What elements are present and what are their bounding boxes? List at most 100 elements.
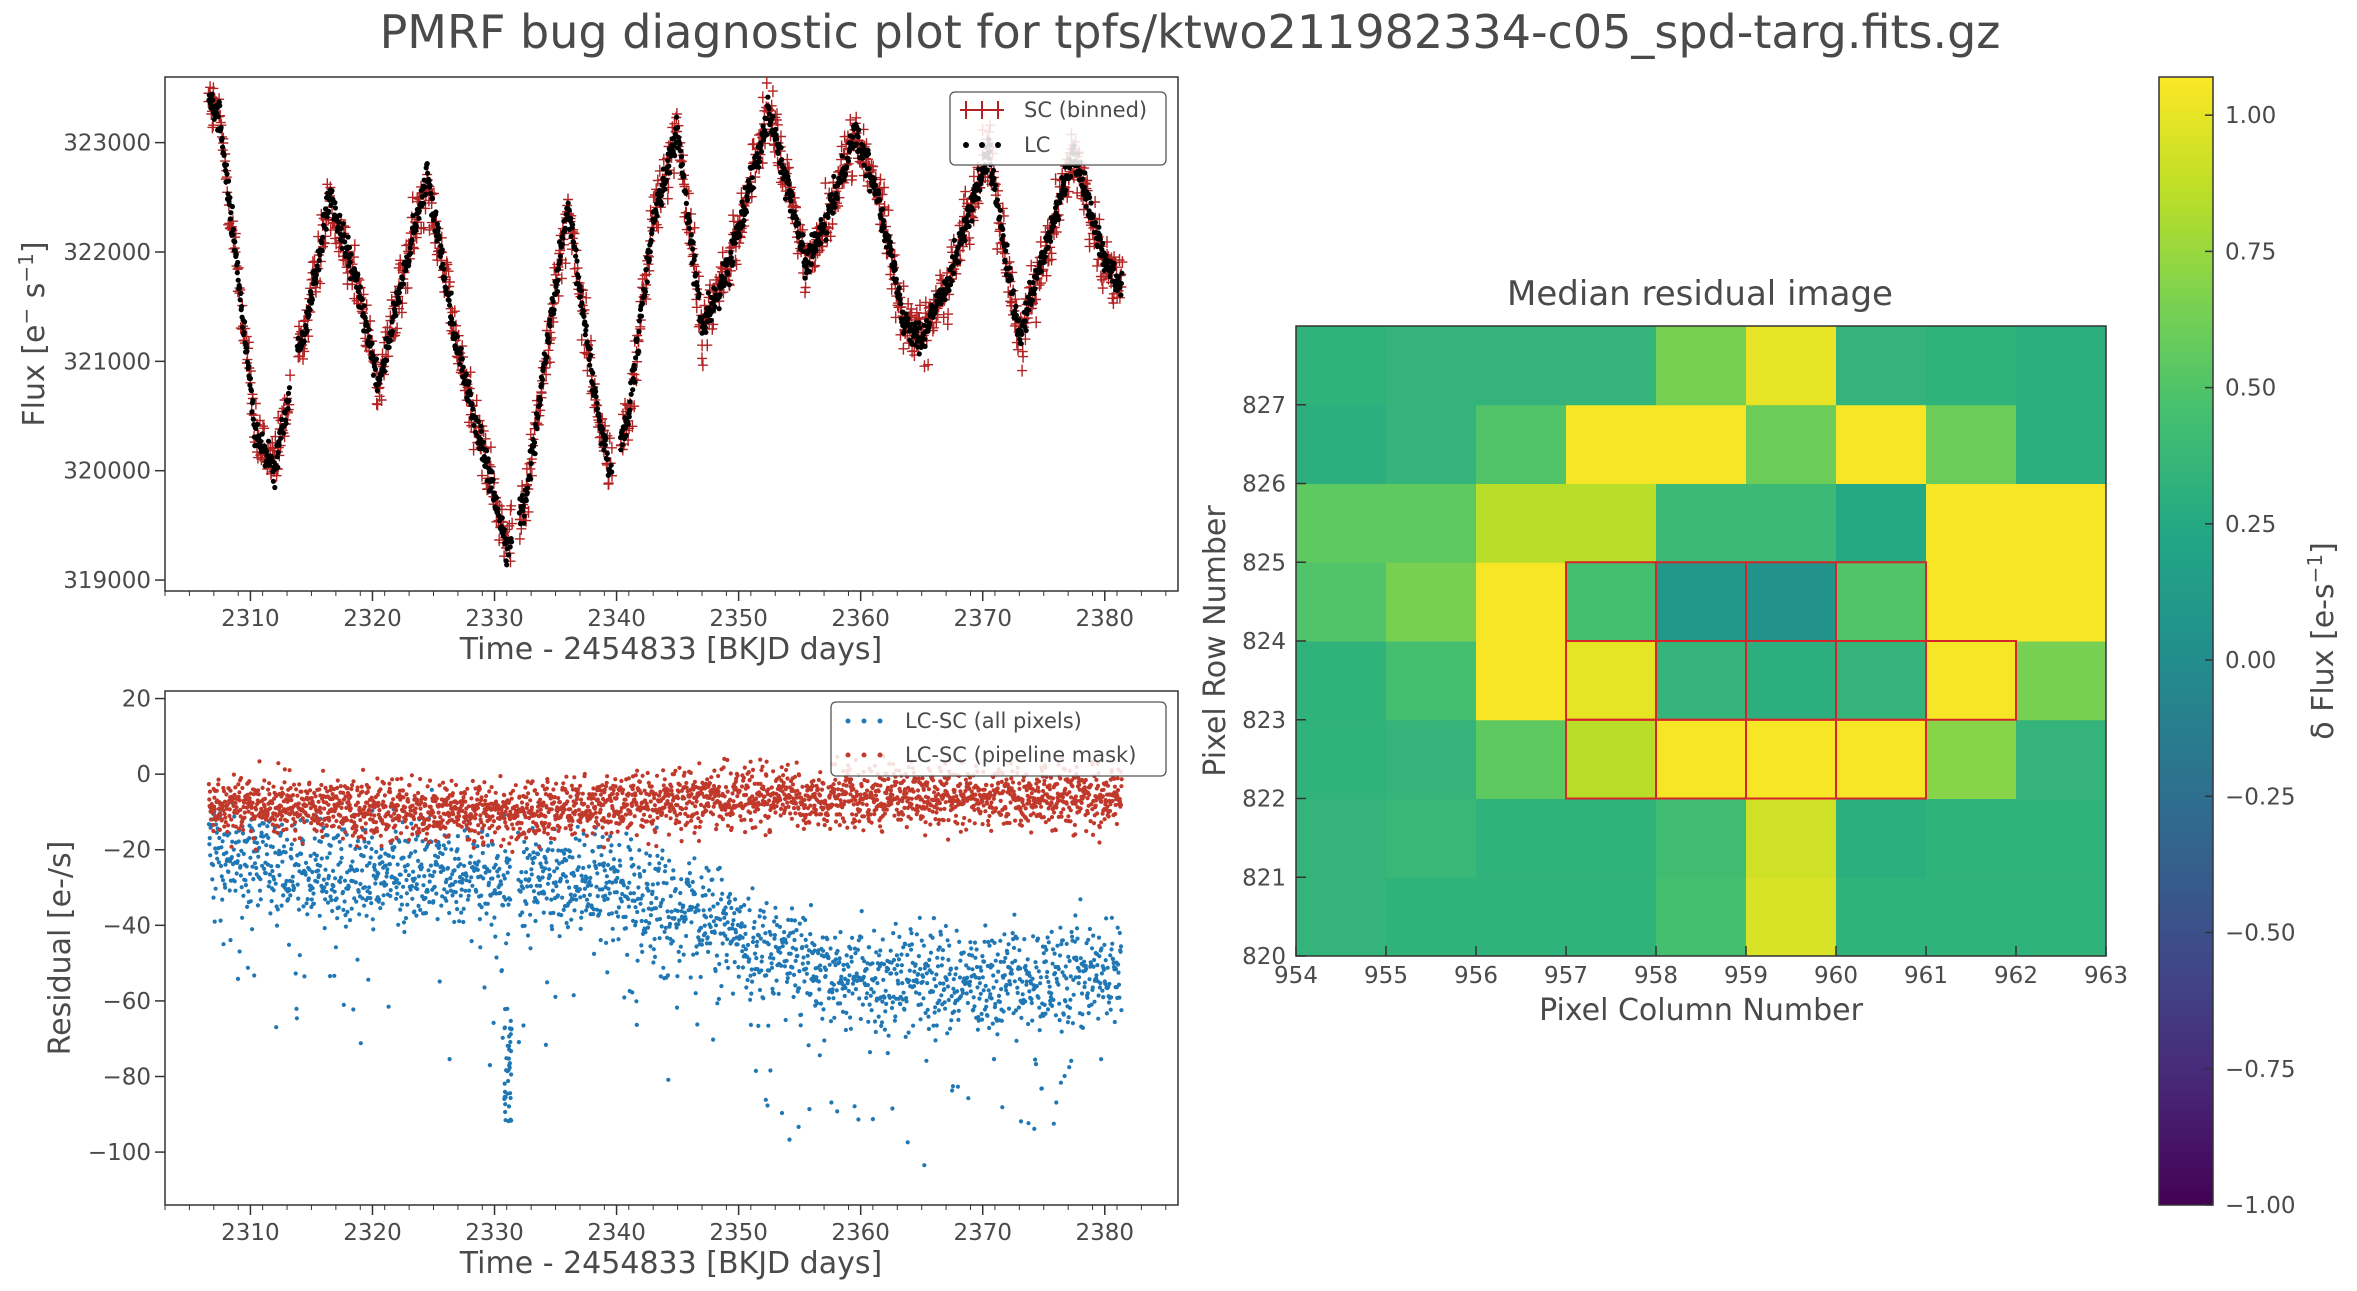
all-pixels-point [416, 874, 421, 879]
all-pixels-point [338, 875, 343, 880]
lc-point [789, 192, 795, 199]
lc-point [916, 351, 922, 357]
all-pixels-point [547, 873, 553, 878]
all-pixels-point [631, 862, 636, 868]
all-pixels-point [543, 866, 548, 871]
all-pixels-point [305, 897, 310, 902]
all-pixels-point [637, 848, 642, 853]
lc-point [965, 219, 971, 225]
lc-point [534, 426, 540, 432]
lc-point [1118, 292, 1124, 298]
lc-point [235, 277, 241, 283]
all-pixels-point [865, 991, 870, 996]
lc-point [319, 248, 325, 254]
all-pixels-point [604, 874, 610, 879]
all-pixels-point [647, 861, 652, 867]
all-pixels-point [713, 968, 718, 974]
lc-point [984, 167, 990, 173]
all-pixels-point [844, 953, 849, 958]
all-pixels-point [226, 869, 231, 875]
all-pixels-point [837, 956, 842, 961]
all-pixels-point [332, 973, 337, 978]
all-pixels-point [385, 867, 390, 872]
all-pixels-point [671, 876, 676, 881]
all-pixels-point [682, 910, 688, 915]
all-pixels-point [527, 877, 532, 882]
all-pixels-point [817, 1053, 822, 1058]
all-pixels-point [726, 965, 731, 971]
all-pixels-point [797, 921, 802, 926]
all-pixels-point [533, 918, 538, 924]
all-pixels-point [572, 908, 577, 913]
all-pixels-point [210, 877, 215, 882]
lc-point [249, 409, 255, 415]
all-pixels-point [439, 903, 444, 908]
all-pixels-point [432, 884, 437, 889]
all-pixels-point [530, 860, 536, 866]
lc-point [258, 438, 264, 444]
all-pixels-point [886, 967, 891, 972]
all-pixels-point [713, 923, 719, 928]
all-pixels-point [662, 869, 668, 874]
sc-point [349, 239, 360, 252]
lc-point [423, 191, 429, 197]
all-pixels-point [393, 829, 398, 834]
all-pixels-point [834, 988, 839, 993]
lc-point [560, 235, 566, 241]
lc-point [535, 414, 541, 420]
all-pixels-point [486, 880, 492, 885]
lc-point [1038, 268, 1044, 274]
all-pixels-point [470, 883, 475, 888]
lc-point [583, 327, 589, 333]
lc-point [316, 267, 322, 273]
all-pixels-point [516, 1040, 522, 1045]
all-pixels-point [725, 937, 730, 942]
lc-point [839, 153, 845, 159]
all-pixels-point [864, 995, 869, 1001]
all-pixels-point [771, 991, 776, 996]
all-pixels-point [380, 860, 385, 865]
lc-point [275, 464, 281, 470]
lc-point [270, 478, 276, 484]
sc-point [606, 441, 617, 454]
all-pixels-point [233, 888, 238, 893]
all-pixels-point [623, 914, 628, 920]
all-pixels-point [255, 903, 260, 908]
all-pixels-point [655, 853, 660, 858]
all-pixels-point [784, 958, 789, 963]
all-pixels-point [793, 983, 798, 988]
all-pixels-point [506, 932, 511, 937]
lc-point [555, 277, 561, 283]
all-pixels-point [744, 985, 749, 990]
all-pixels-point [232, 814, 237, 819]
lc-point [245, 363, 252, 369]
sc-point [1084, 240, 1095, 253]
sc-point [648, 191, 659, 204]
all-pixels-point [681, 952, 686, 957]
sc-point [259, 422, 270, 435]
sc-point [827, 218, 838, 230]
lc-point [1026, 307, 1032, 313]
lc-point [248, 388, 254, 394]
all-pixels-point [794, 928, 799, 933]
all-pixels-point [322, 885, 327, 890]
lc-point [547, 317, 553, 323]
lc-point [209, 91, 215, 97]
lc-point [436, 236, 442, 242]
lc-point [587, 346, 593, 352]
all-pixels-point [634, 999, 639, 1004]
all-pixels-point [605, 896, 610, 902]
all-pixels-point [309, 897, 314, 902]
all-pixels-point [312, 836, 317, 841]
lc-point [1004, 242, 1010, 248]
all-pixels-point [766, 1023, 771, 1028]
all-pixels-point [785, 976, 790, 981]
all-pixels-point [598, 908, 603, 914]
all-pixels-point [269, 864, 274, 869]
lc-point [573, 247, 579, 253]
all-pixels-point [652, 936, 657, 942]
all-pixels-point [872, 1019, 878, 1024]
all-pixels-point [666, 1077, 671, 1082]
lc-point [426, 178, 432, 184]
all-pixels-point [274, 923, 280, 928]
